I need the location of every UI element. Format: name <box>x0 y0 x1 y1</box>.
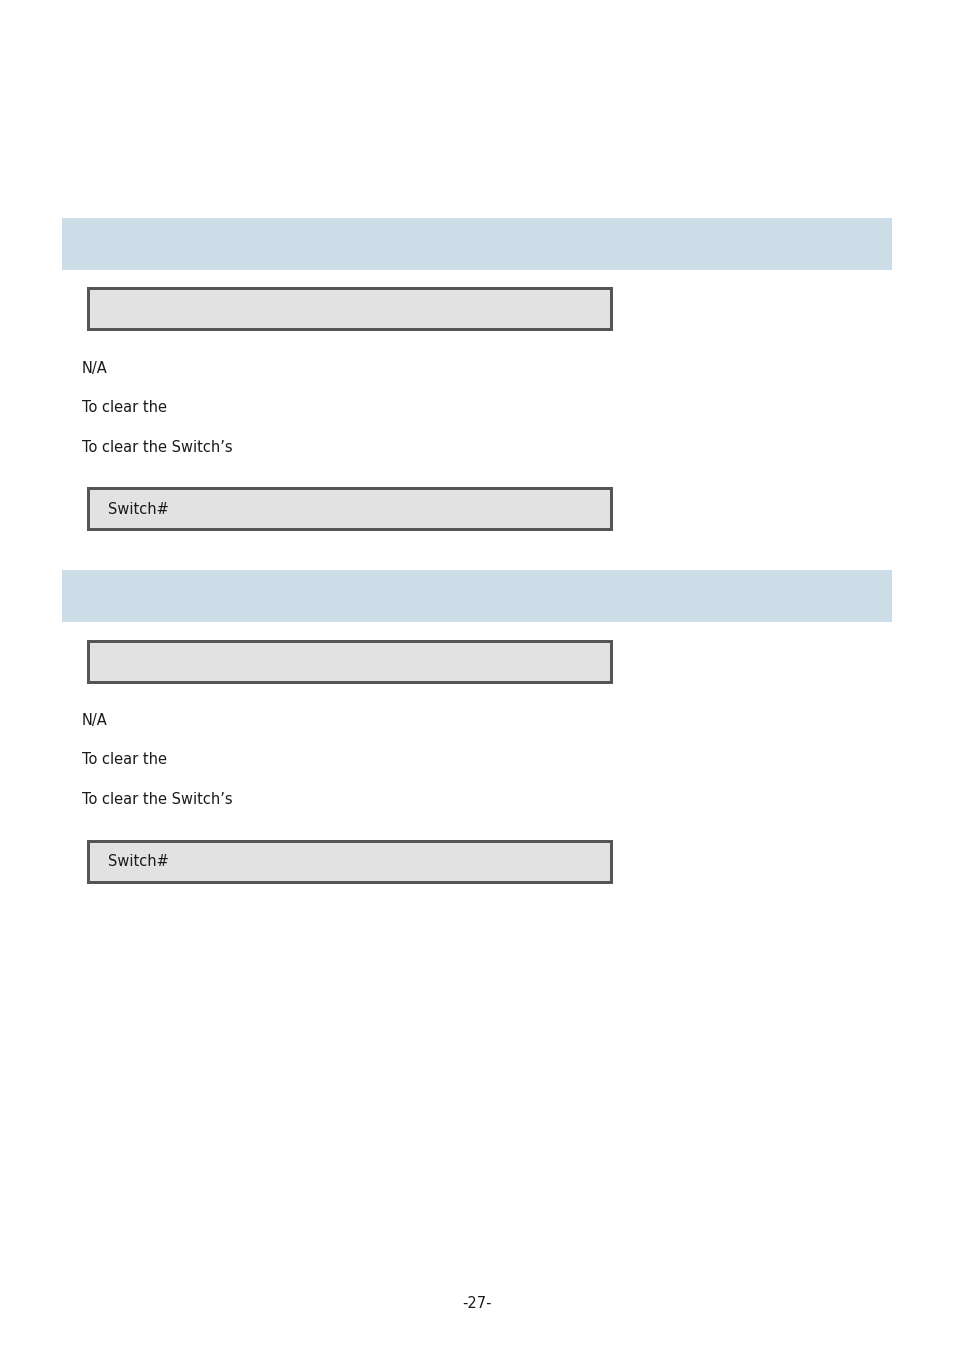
Text: To clear the: To clear the <box>82 752 167 768</box>
Bar <box>87 640 613 684</box>
Text: To clear the: To clear the <box>82 401 167 416</box>
Bar <box>90 842 609 882</box>
Text: -27-: -27- <box>462 1296 491 1311</box>
Bar <box>87 288 613 331</box>
Bar <box>62 217 891 270</box>
Text: Switch#: Switch# <box>108 855 169 869</box>
Bar <box>90 490 609 528</box>
Text: N/A: N/A <box>82 360 108 375</box>
Text: Switch#: Switch# <box>108 501 169 517</box>
Bar <box>62 570 891 622</box>
Text: N/A: N/A <box>82 713 108 728</box>
Bar <box>87 840 613 884</box>
Bar <box>90 290 609 328</box>
Bar <box>87 487 613 531</box>
Bar <box>90 643 609 680</box>
Text: To clear the Switch’s: To clear the Switch’s <box>82 440 233 455</box>
Text: To clear the Switch’s: To clear the Switch’s <box>82 792 233 807</box>
